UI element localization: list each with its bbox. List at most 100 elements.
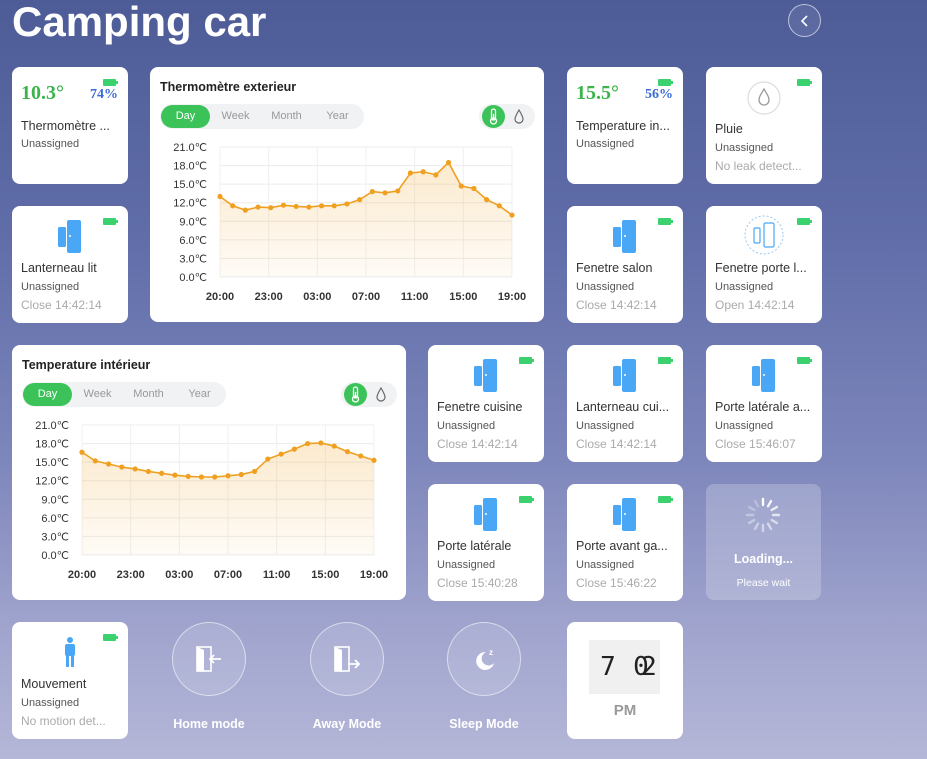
away-mode-button[interactable] [310, 622, 384, 696]
thermometer-toggle[interactable] [344, 383, 367, 406]
battery-icon [797, 357, 812, 364]
contact-sensor-card[interactable]: Porte latérale Unassigned Close 15:40:28 [428, 484, 544, 601]
x-tick-label: 11:00 [263, 569, 291, 581]
data-point [225, 473, 231, 479]
exterior-temperature-chart: 21.0℃ 18.0℃ 15.0℃ 12.0℃ 9.0℃ 6.0℃ 3.0℃ 0.0℃ 20:0… [173, 142, 526, 303]
device-name: Thermomètre ... [21, 119, 110, 133]
data-point [265, 456, 271, 462]
y-tick-label: 9.0℃ [41, 494, 69, 506]
data-point [331, 203, 337, 209]
contact-sensor-card[interactable]: Porte latérale a... Unassigned Close 15:… [706, 345, 822, 462]
battery-icon [103, 634, 118, 641]
sleep-mode-button[interactable]: z [447, 622, 521, 696]
y-tick-label: 12.0℃ [35, 476, 69, 488]
data-point [318, 203, 325, 209]
data-point [358, 453, 364, 459]
tab-week[interactable]: Week [221, 110, 250, 122]
x-tick-label: 07:00 [352, 291, 380, 303]
away-mode-label: Away Mode [312, 717, 382, 731]
data-point [471, 185, 477, 192]
x-tick-label: 23:00 [117, 569, 145, 581]
battery-icon [658, 218, 673, 225]
device-status: Unassigned [21, 138, 80, 150]
interior-thermometer-card[interactable]: 15.5° 56% Temperature in... Unassigned [567, 67, 683, 184]
data-point [92, 458, 98, 464]
data-point [395, 188, 401, 194]
battery-icon [519, 357, 534, 364]
device-detail: No leak detect... [715, 159, 802, 173]
droplet-icon [376, 386, 386, 402]
thermometer-card[interactable]: 10.3° 74% Thermomètre ... Unassigned [12, 67, 128, 184]
device-detail: Close 15:46:07 [715, 437, 796, 451]
battery-icon [519, 496, 534, 503]
device-detail: Close 15:40:28 [437, 576, 518, 590]
x-tick-label: 20:00 [206, 291, 234, 303]
contact-sensor-card[interactable]: Fenetre salon Unassigned Close 14:42:14 [567, 206, 683, 323]
tab-year[interactable]: Year [326, 110, 349, 122]
tab-day[interactable]: Day [161, 105, 210, 128]
leak-sensor-icon [747, 81, 781, 115]
loading-title: Loading... [733, 552, 794, 566]
rain-sensor-card[interactable]: Pluie Unassigned No leak detect... [706, 67, 822, 184]
y-tick-label: 6.0℃ [41, 513, 69, 525]
y-tick-label: 0.0℃ [41, 550, 69, 562]
tab-day[interactable]: Day [23, 383, 72, 406]
y-tick-label: 18.0℃ [35, 439, 69, 451]
motion-sensor-card[interactable]: Mouvement Unassigned No motion det... [12, 622, 128, 739]
battery-icon [103, 79, 118, 86]
x-tick-label: 15:00 [311, 569, 339, 581]
metric-toggle [341, 382, 397, 407]
data-point [251, 468, 258, 475]
device-name: Fenetre salon [576, 261, 653, 275]
battery-icon [658, 496, 673, 503]
battery-icon [797, 218, 812, 225]
contact-sensor-card[interactable]: Fenetre porte l... Unassigned Open 14:42… [706, 206, 822, 323]
tab-week[interactable]: Week [83, 388, 112, 400]
loading-card: Loading... Please wait [706, 484, 821, 600]
home-mode-button[interactable] [172, 622, 246, 696]
device-name: Porte latérale [437, 539, 512, 553]
tab-year[interactable]: Year [188, 388, 211, 400]
humidity-toggle[interactable] [512, 108, 526, 130]
data-point [458, 183, 464, 189]
device-status: Unassigned [715, 142, 774, 154]
loading-subtitle: Please wait [736, 577, 791, 589]
data-point [484, 197, 490, 203]
device-status: Unassigned [576, 559, 635, 571]
door-sensor-icon [613, 359, 636, 392]
device-detail: Close 14:42:14 [21, 298, 102, 312]
device-detail: Close 14:42:14 [576, 298, 657, 312]
data-point [433, 172, 439, 178]
x-tick-label: 03:00 [303, 291, 331, 303]
sleep-mode-label: Sleep Mode [449, 717, 519, 731]
humidity-value: 56% [645, 87, 673, 102]
battery-icon [797, 79, 812, 86]
y-tick-label: 12.0℃ [173, 198, 207, 210]
thermometer-toggle[interactable] [482, 105, 505, 128]
battery-icon [103, 218, 118, 225]
door-sensor-icon [752, 359, 775, 392]
data-point [382, 190, 388, 196]
back-button[interactable] [788, 4, 821, 37]
data-point [407, 170, 414, 176]
data-point [371, 457, 377, 463]
y-tick-label: 3.0℃ [41, 531, 69, 543]
data-point [159, 470, 165, 476]
y-tick-label: 15.0℃ [35, 457, 69, 469]
contact-sensor-card[interactable]: Lanterneau lit Unassigned Close 14:42:14 [12, 206, 128, 323]
device-status: Unassigned [576, 420, 635, 432]
contact-sensor-card[interactable]: Lanterneau cui... Unassigned Close 14:42… [567, 345, 683, 462]
humidity-toggle[interactable] [374, 386, 388, 408]
tab-month[interactable]: Month [271, 110, 302, 122]
data-point [268, 205, 274, 211]
y-tick-label: 9.0℃ [179, 216, 207, 228]
data-point [255, 204, 261, 210]
data-point [105, 461, 112, 467]
data-point [344, 449, 351, 455]
contact-sensor-card[interactable]: Porte avant ga... Unassigned Close 15:46… [567, 484, 683, 601]
contact-sensor-card[interactable]: Fenetre cuisine Unassigned Close 14:42:1… [428, 345, 544, 462]
tab-month[interactable]: Month [133, 388, 164, 400]
x-tick-label: 07:00 [214, 569, 242, 581]
device-name: Fenetre porte l... [715, 261, 807, 275]
device-name: Pluie [715, 122, 743, 136]
